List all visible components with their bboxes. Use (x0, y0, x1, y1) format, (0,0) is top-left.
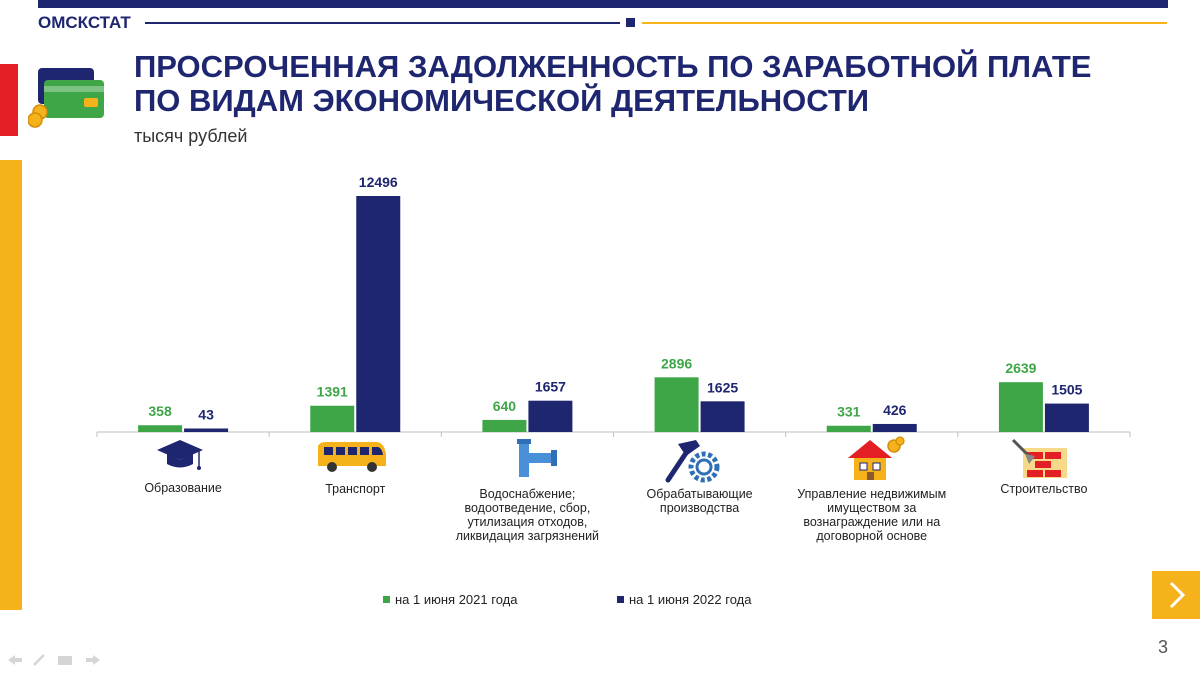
header-rule-navy (145, 22, 620, 24)
bar-2021 (654, 377, 699, 432)
hammer-gear-icon (665, 440, 720, 483)
bar-2021 (310, 405, 355, 432)
bar-2022 (700, 401, 745, 432)
header-rule-yellow (642, 22, 1167, 24)
bar-2022 (528, 400, 573, 432)
presentation-toolbar (8, 654, 100, 666)
data-label-2021: 331 (837, 404, 861, 420)
data-label-2022: 1625 (707, 379, 738, 395)
bar-2021 (138, 425, 183, 432)
title-line-2: ПО ВИДАМ ЭКОНОМИЧЕСКОЙ ДЕЯТЕЛЬНОСТИ (134, 83, 870, 118)
legend-label-2022: на 1 июня 2022 года (629, 592, 752, 607)
page-number: 3 (1158, 637, 1169, 657)
category-label: Водоснабжение; водоотведение, сбор, утил… (455, 487, 600, 543)
data-label-2021: 2896 (661, 355, 692, 371)
page-title: ПРОСРОЧЕННАЯ ЗАДОЛЖЕННОСТЬ ПО ЗАРАБОТНОЙ… (134, 50, 1091, 118)
bar-2021 (482, 419, 527, 432)
category-label: Транспорт (325, 482, 386, 496)
bar-2022 (872, 423, 917, 432)
brand-name: ОМСКСТАТ (38, 13, 131, 32)
bar-2022 (184, 428, 229, 432)
bar-2022 (1044, 403, 1089, 432)
legend-label-2021: на 1 июня 2021 года (395, 592, 518, 607)
data-label-2022: 1505 (1051, 382, 1082, 398)
legend-item-2022: на 1 июня 2022 года (617, 592, 751, 607)
top-bar (38, 0, 1168, 8)
data-label-2021: 640 (493, 398, 517, 414)
data-label-2022: 426 (883, 402, 907, 418)
data-label-2021: 358 (148, 403, 172, 419)
data-label-2022: 12496 (359, 174, 398, 190)
next-arrow-icon[interactable] (86, 655, 100, 665)
legend-swatch-navy (617, 596, 624, 603)
category-label: Строительство (1000, 482, 1088, 496)
data-label-2021: 1391 (317, 384, 348, 400)
prev-arrow-icon[interactable] (8, 655, 22, 665)
data-label-2021: 2639 (1005, 360, 1036, 376)
unit-label: тысяч рублей (134, 126, 248, 146)
legend-item-2021: на 1 июня 2021 года (383, 592, 517, 607)
chevron-right-icon (1169, 581, 1186, 609)
header-rule-square (626, 18, 635, 27)
legend-swatch-green (383, 596, 390, 603)
category-label: Управление недвижимым имуществом за возн… (797, 487, 947, 543)
data-label-2022: 43 (198, 407, 214, 423)
bar-2022 (356, 196, 401, 432)
slides-menu-icon[interactable] (58, 656, 72, 665)
next-slide-button[interactable] (1152, 571, 1200, 619)
bus-icon (318, 442, 386, 472)
red-accent-strip (0, 64, 18, 136)
credit-card-coins-icon (28, 68, 104, 128)
category-label: Образование (144, 481, 222, 495)
bar-2021 (998, 382, 1043, 432)
yellow-accent-strip (0, 160, 22, 610)
bar-2021 (826, 425, 871, 432)
pen-icon[interactable] (33, 654, 45, 666)
graduation-cap-icon (157, 440, 203, 470)
title-line-1: ПРОСРОЧЕННАЯ ЗАДОЛЖЕННОСТЬ ПО ЗАРАБОТНОЙ… (134, 49, 1092, 84)
brick-wall-icon (1011, 438, 1067, 478)
house-coins-icon (848, 436, 905, 480)
data-label-2022: 1657 (535, 379, 566, 395)
water-pipe-icon (517, 439, 557, 477)
category-label: Обрабатывающие производства (646, 487, 753, 515)
